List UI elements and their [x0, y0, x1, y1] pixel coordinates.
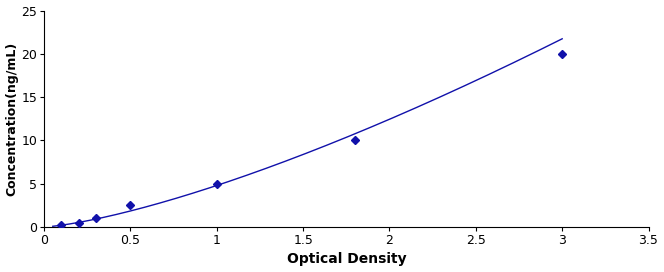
X-axis label: Optical Density: Optical Density — [287, 252, 406, 267]
Y-axis label: Concentration(ng/mL): Concentration(ng/mL) — [5, 42, 19, 196]
